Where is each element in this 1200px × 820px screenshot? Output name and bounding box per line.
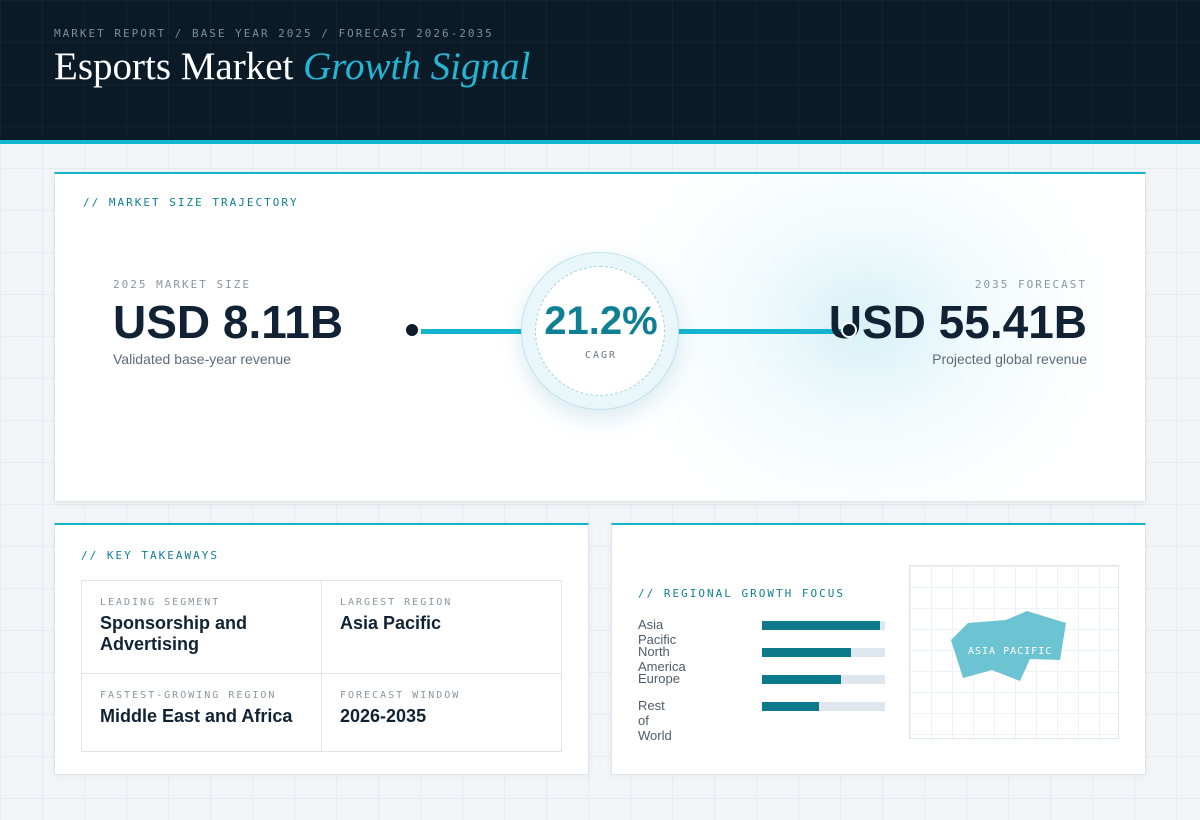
takeaway-key: FASTEST-GROWING REGION (100, 690, 277, 701)
start-dot (404, 322, 420, 338)
cagr-badge: 21.2% CAGR (521, 252, 679, 410)
takeaway-value: Asia Pacific (340, 613, 442, 633)
cagr-inner-ring (535, 266, 665, 396)
start-label: 2025 MARKET SIZE (113, 278, 251, 291)
takeaway-key: LARGEST REGION (340, 597, 453, 608)
end-dot (841, 322, 857, 338)
region-name: Europe (638, 671, 680, 686)
end-metric: 2035 FORECAST USD 55.41B Projected globa… (829, 278, 1087, 367)
region-bar-track (762, 648, 885, 657)
end-value: USD 55.41B (828, 296, 1087, 348)
takeaway-key: FORECAST WINDOW (340, 690, 461, 701)
trajectory-label: // MARKET SIZE TRAJECTORY (83, 196, 299, 209)
start-sub: Validated base-year revenue (113, 351, 291, 367)
region-bar-track (762, 702, 885, 711)
takeaway-cell: LEADING SEGMENT Sponsorship and Advertis… (82, 581, 322, 674)
region-bar-fill (762, 648, 851, 657)
key-takeaways-card: // KEY TAKEAWAYS LEADING SEGMENT Sponsor… (54, 523, 589, 775)
regional-growth-card: // REGIONAL GROWTH FOCUS Asia Pacific No… (611, 523, 1146, 775)
takeaway-cell: FORECAST WINDOW 2026-2035 (322, 674, 562, 751)
background-glow (615, 174, 1115, 501)
takeaway-cell: FASTEST-GROWING REGION Middle East and A… (82, 674, 322, 751)
trajectory-line-left (421, 329, 523, 334)
region-name: Rest of World (638, 698, 672, 743)
region-map: ASIA PACIFIC (909, 565, 1119, 739)
takeaway-cell: LARGEST REGION Asia Pacific (322, 581, 562, 674)
title-main: Esports Market (54, 45, 294, 88)
takeaway-value: Middle East and Africa (100, 706, 293, 726)
report-eyebrow: MARKET REPORT / BASE YEAR 2025 / FORECAS… (54, 27, 494, 40)
takeaway-value: 2026-2035 (340, 706, 427, 726)
start-metric: 2025 MARKET SIZE USD 8.11B Validated bas… (113, 278, 343, 367)
asia-pacific-map-shape (951, 611, 1066, 681)
region-bar-track (762, 675, 885, 684)
page-title: Esports Market Growth Signal (54, 44, 530, 89)
cagr-value: 21.2% (544, 299, 658, 343)
regional-label: // REGIONAL GROWTH FOCUS (638, 587, 845, 600)
end-label: 2035 FORECAST (974, 278, 1087, 291)
report-header: MARKET REPORT / BASE YEAR 2025 / FORECAS… (0, 0, 1200, 144)
cagr-label: CAGR (584, 350, 618, 361)
region-bar-fill (762, 702, 819, 711)
takeaways-grid: LEADING SEGMENT Sponsorship and Advertis… (81, 580, 562, 752)
region-bar-fill (762, 621, 881, 630)
map-region-label: ASIA PACIFIC (968, 646, 1053, 657)
market-size-trajectory-card: // MARKET SIZE TRAJECTORY 2025 MARKET SI… (54, 172, 1146, 502)
takeaway-value: Sponsorship and Advertising (100, 613, 248, 654)
title-accent: Growth Signal (303, 45, 531, 88)
takeaway-key: LEADING SEGMENT (100, 597, 221, 608)
takeaways-label: // KEY TAKEAWAYS (81, 549, 219, 562)
region-bar-track (762, 621, 885, 630)
start-value: USD 8.11B (113, 296, 344, 348)
region-name: Asia Pacific (638, 617, 677, 647)
region-name: North America (638, 644, 686, 674)
region-bar-fill (762, 675, 841, 684)
end-sub: Projected global revenue (932, 351, 1087, 367)
trajectory-line-right (677, 329, 847, 334)
